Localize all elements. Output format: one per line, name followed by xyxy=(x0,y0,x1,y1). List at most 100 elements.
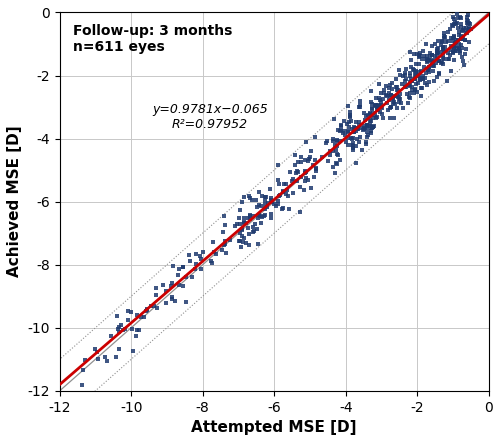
Point xyxy=(118,321,126,328)
Point xyxy=(366,120,374,127)
Point xyxy=(118,327,126,334)
Point xyxy=(416,76,424,84)
Point xyxy=(448,67,456,74)
Point xyxy=(102,358,110,365)
Point xyxy=(438,38,446,45)
Point xyxy=(370,122,378,129)
Point xyxy=(258,192,266,199)
Point xyxy=(389,95,397,103)
Point xyxy=(124,308,132,315)
Point xyxy=(222,250,230,257)
Point xyxy=(238,227,246,234)
Point xyxy=(380,95,388,103)
Point xyxy=(178,282,186,290)
Point xyxy=(412,81,420,88)
Point xyxy=(458,35,466,42)
Point xyxy=(374,107,382,114)
Point xyxy=(114,328,122,335)
Point xyxy=(305,155,313,162)
Point xyxy=(257,220,265,227)
Point xyxy=(408,87,416,94)
Point xyxy=(334,126,342,133)
Point xyxy=(302,138,310,145)
Point xyxy=(401,77,409,84)
Point xyxy=(426,50,434,57)
Point xyxy=(170,263,177,270)
Point xyxy=(448,21,456,28)
Point xyxy=(389,99,397,107)
Point xyxy=(460,7,468,14)
Point xyxy=(374,101,382,108)
Point xyxy=(433,74,441,81)
Point xyxy=(276,180,283,187)
Point xyxy=(390,99,398,106)
Point xyxy=(460,4,468,11)
Point xyxy=(208,259,216,266)
Point xyxy=(267,210,275,217)
Point xyxy=(417,68,425,75)
Point xyxy=(386,115,394,122)
Point xyxy=(426,57,434,64)
Point xyxy=(449,23,457,30)
Point xyxy=(425,69,433,76)
Point xyxy=(135,326,143,333)
Point xyxy=(447,35,455,42)
Point xyxy=(376,109,384,116)
Point xyxy=(450,21,458,28)
Point xyxy=(388,103,396,110)
Point xyxy=(358,146,366,153)
Point xyxy=(279,188,287,195)
Point xyxy=(386,81,394,88)
Point xyxy=(440,44,448,51)
Point xyxy=(428,42,436,49)
Point xyxy=(438,59,446,66)
Point xyxy=(434,50,442,57)
Point xyxy=(246,195,254,202)
Point xyxy=(456,47,464,54)
Point xyxy=(330,141,338,148)
Point xyxy=(367,88,375,95)
Point xyxy=(456,49,464,56)
Point xyxy=(296,184,304,191)
Point xyxy=(322,137,330,145)
Point xyxy=(308,161,316,168)
Point xyxy=(406,79,414,86)
Point xyxy=(94,355,102,362)
Point xyxy=(359,126,367,133)
Point xyxy=(444,50,452,57)
Point xyxy=(242,219,250,226)
Point xyxy=(455,31,463,38)
Point xyxy=(410,66,418,73)
Point xyxy=(268,198,276,205)
Point xyxy=(254,240,262,248)
Point xyxy=(394,87,402,94)
Point xyxy=(182,274,190,281)
Point xyxy=(466,25,473,32)
Point xyxy=(264,199,272,206)
Point xyxy=(344,127,352,134)
Point xyxy=(304,176,312,183)
Point xyxy=(301,169,309,176)
Point xyxy=(332,142,340,149)
Point xyxy=(466,1,474,8)
Point xyxy=(114,325,122,332)
Point xyxy=(465,38,473,46)
Point xyxy=(424,57,432,64)
Point xyxy=(360,123,368,130)
Point xyxy=(292,152,300,159)
Point xyxy=(349,142,357,149)
Point xyxy=(450,15,458,23)
Point xyxy=(412,60,420,67)
Point xyxy=(150,303,158,310)
Point xyxy=(408,77,416,84)
Point xyxy=(286,168,294,175)
Point xyxy=(329,147,337,154)
Point xyxy=(430,62,438,69)
Point xyxy=(412,72,420,79)
Point xyxy=(368,105,376,112)
Point xyxy=(406,72,414,80)
Point xyxy=(152,291,160,298)
Point xyxy=(345,123,353,130)
Point xyxy=(459,26,467,33)
Point xyxy=(408,77,416,84)
